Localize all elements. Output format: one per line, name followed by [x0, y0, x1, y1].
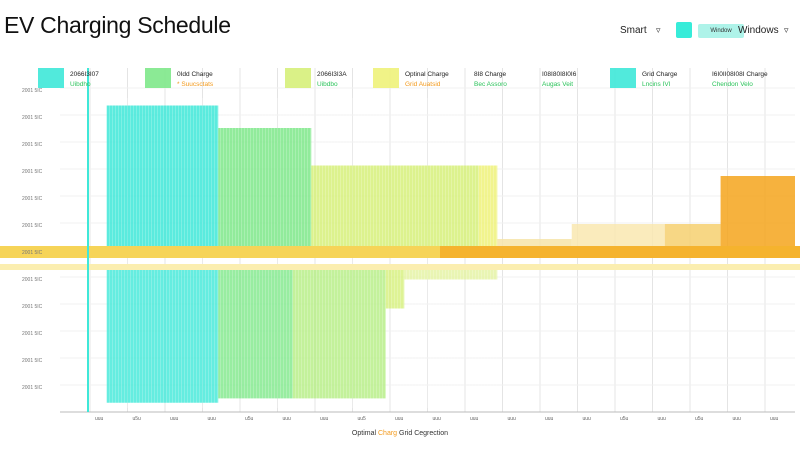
legend-label: 8I8 Charge — [474, 71, 507, 78]
legend-swatch — [373, 68, 399, 88]
y-tick-label: 2001 5IC — [22, 250, 43, 256]
legend-swatch — [610, 68, 636, 88]
x-tick-label: uuu — [170, 416, 179, 422]
upper-bar — [311, 165, 479, 248]
y-tick-label: 2001 5IC — [22, 304, 43, 310]
y-tick-label: 2001 5IC — [22, 223, 43, 229]
legend-sublabel: Uibdbo — [317, 81, 338, 88]
legend-label: 0Idd Charge — [177, 71, 213, 78]
x-tick-label: uu5 — [358, 416, 367, 422]
upper-bar — [571, 224, 665, 248]
y-tick-label: 2001 5IC — [22, 385, 43, 391]
x-tick-label: u5u — [133, 416, 142, 422]
chevron-down-icon[interactable]: ▿ — [784, 25, 789, 35]
chevron-down-icon[interactable]: ▿ — [656, 25, 661, 35]
y-tick-label: 2001 5IC — [22, 277, 43, 283]
x-tick-label: uuu — [545, 416, 554, 422]
x-tick-label: uuu — [320, 416, 329, 422]
lower-bar — [292, 265, 386, 399]
x-tick-label: u5u — [245, 416, 254, 422]
chart-area: 2001 5IC 2001 5IC 2001 5IC 2001 5IC 2001 5IC… — [0, 58, 800, 450]
legend-sublabel: Bec Assoro — [474, 81, 507, 88]
legend-swatch — [38, 68, 64, 88]
grid-band-secondary — [0, 264, 800, 270]
legend-swatch — [285, 68, 311, 88]
x-tick-label: uuu — [283, 416, 292, 422]
legend-swatch — [145, 68, 171, 88]
caption-part-1: Optimal — [351, 430, 377, 437]
upper-bar — [218, 128, 312, 248]
grid-band-peak — [440, 246, 800, 258]
x-tick-label: uuu — [583, 416, 592, 422]
y-tick-label: 2001 5IC — [22, 88, 43, 94]
x-tick-label: uuu — [395, 416, 404, 422]
lower-bar — [106, 265, 219, 403]
lower-bar — [218, 265, 293, 399]
x-tick-label: uuu — [470, 416, 479, 422]
chart-caption: Optimal Charg Grid Cegrection — [0, 430, 800, 437]
x-tick-label: uuu — [733, 416, 742, 422]
upper-bar — [497, 239, 572, 248]
legend-label: 2066I3I07 — [70, 71, 99, 78]
page-title: EV Charging Schedule — [4, 12, 231, 38]
legend-sublabel: Grid Auatsid — [405, 81, 441, 88]
window-selector[interactable]: Window — [698, 24, 744, 38]
legend-sublabel: * Suucsctats — [177, 81, 214, 88]
legend-sublabel: Augas Veit — [542, 81, 573, 88]
legend-sublabel: Uibdho — [70, 81, 91, 88]
color-swatch[interactable] — [676, 22, 692, 38]
caption-part-3: Grid Cegrection — [399, 430, 449, 437]
y-tick-label: 2001 5IC — [22, 169, 43, 175]
upper-bar — [106, 105, 219, 248]
lower-bar — [385, 265, 405, 309]
x-tick-label: uuu — [208, 416, 217, 422]
x-tick-label: u5u — [620, 416, 629, 422]
y-tick-label: 2001 5IC — [22, 142, 43, 148]
upper-bar — [478, 165, 498, 248]
x-tick-label: u5u — [695, 416, 704, 422]
legend-sublabel: Chendon Velo — [712, 81, 753, 88]
x-tick-label: uuu — [508, 416, 517, 422]
x-tick-label: uuu — [770, 416, 779, 422]
legend-label: Optinal Charge — [405, 71, 449, 78]
legend-sublabel: Lncins IVI — [642, 81, 671, 88]
legend-label: I6I0II08I08I Charge — [712, 71, 768, 78]
y-tick-label: 2001 5IC — [22, 358, 43, 364]
x-tick-label: uuu — [95, 416, 104, 422]
x-tick-label: uuu — [433, 416, 442, 422]
upper-bar — [720, 176, 795, 248]
legend-label: Grid Charge — [642, 71, 678, 78]
upper-bar — [664, 224, 721, 248]
charging-schedule-chart: 2001 5IC 2001 5IC 2001 5IC 2001 5IC 2001 5IC… — [0, 68, 800, 422]
windows-dropdown[interactable]: Windows — [738, 25, 779, 36]
y-tick-label: 2001 5IC — [22, 115, 43, 121]
y-tick-label: 2001 5IC — [22, 196, 43, 202]
x-tick-label: uuu — [658, 416, 667, 422]
legend-label: I08I80I8I0I6 — [542, 71, 577, 78]
y-tick-label: 2001 5IC — [22, 331, 43, 337]
caption-part-2: Charg — [378, 430, 398, 437]
legend-label: 2066I3I3A — [317, 71, 347, 78]
smart-label: Smart — [620, 25, 647, 36]
